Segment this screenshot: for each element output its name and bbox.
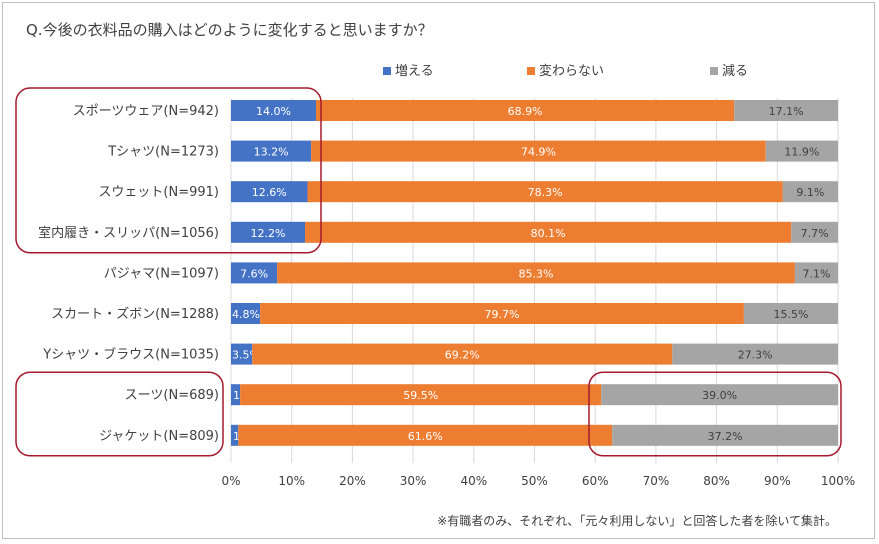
highlight-box [588, 371, 842, 457]
x-tick-label: 100% [821, 474, 855, 488]
data-label: 80.1% [531, 227, 566, 240]
category-label: パジャマ(N=1097) [104, 266, 219, 281]
category-label: Tシャツ(N=1273) [107, 145, 219, 160]
x-tick-label: 40% [460, 474, 487, 488]
data-label: 39.0% [702, 389, 737, 402]
data-label: 27.3% [738, 349, 773, 362]
data-label: 4.8% [232, 308, 260, 321]
category-labels: スポーツウェア(N=942) Tシャツ(N=1273) スウェット(N=991) 室内… [38, 104, 219, 444]
bar-segment [252, 343, 673, 365]
legend-swatch [527, 67, 535, 75]
bar-segment [231, 384, 241, 406]
bar-segment [672, 343, 838, 365]
x-axis-ticks: 0% 10% 20% 30% 40% 50% 60% 70% 80% 90% 100% [221, 474, 855, 488]
data-label: 85.3% [519, 267, 554, 280]
bar-segment [612, 424, 838, 446]
category-label: 室内履き・スリッパ(N=1056) [38, 225, 219, 241]
data-label: 7.6% [240, 267, 268, 280]
data-label: 37.2% [708, 430, 743, 443]
data-label: 12.6% [252, 186, 287, 199]
data-label: 15.5% [773, 308, 808, 321]
data-label: 7.7% [801, 227, 829, 240]
footnote: ※有職者のみ、それぞれ、「元々利用しない」と回答した者を除いて集計。 [437, 513, 837, 528]
data-label: 61.6% [408, 430, 443, 443]
category-label: スーツ(N=689) [125, 388, 219, 403]
legend-swatch [710, 67, 718, 75]
bar-segment [240, 384, 602, 406]
bar-segment [734, 100, 838, 121]
data-label: 11.9% [784, 146, 819, 159]
data-label: 69.2% [445, 349, 480, 362]
legend-label: 変わらない [539, 63, 604, 79]
x-tick-label: 20% [339, 474, 366, 488]
category-label: スカート・ズボン(N=1288) [51, 306, 219, 322]
bar-segment [231, 221, 306, 243]
x-tick-label: 80% [703, 474, 730, 488]
x-tick-label: 50% [521, 474, 548, 488]
x-tick-label: 30% [400, 474, 427, 488]
data-label: 14.0% [256, 105, 291, 118]
highlight-boxes [15, 87, 842, 457]
stacked-bar-chart: Q.今後の衣料品の購入はどのように変化すると思いますか？ 増える 変わらない 減る … [15, 21, 855, 528]
data-label: 79.7% [485, 308, 520, 321]
bar-segment [743, 303, 838, 324]
legend-label: 減る [722, 63, 748, 79]
data-label: 74.9% [521, 146, 556, 159]
bar-segment [311, 140, 766, 162]
bar-segment [765, 140, 838, 162]
bar-segment [601, 384, 838, 406]
bar-segment [307, 181, 783, 203]
bar-segment [277, 262, 795, 284]
x-tick-label: 60% [582, 474, 609, 488]
x-tick-label: 70% [643, 474, 670, 488]
category-label: スポーツウェア(N=942) [73, 104, 219, 119]
legend: 増える 変わらない 減る [383, 63, 748, 79]
bars: 14.0% 68.9% 17.1% 13.2% 74.9% 11.9% 12.6% 78.3%… [231, 100, 838, 446]
highlight-box [15, 87, 322, 254]
category-label: Yシャツ・ブラウス(N=1035) [42, 347, 219, 363]
highlight-box [15, 371, 224, 457]
data-label: 68.9% [508, 105, 543, 118]
data-label: 7.1% [802, 267, 830, 280]
legend-swatch [383, 67, 391, 75]
data-label: 78.3% [528, 186, 563, 199]
bar-segment [231, 100, 316, 121]
bar-segment [231, 181, 308, 203]
bar-segment [231, 140, 312, 162]
data-label: 13.2% [254, 146, 289, 159]
bar-segment [315, 100, 735, 121]
data-label: 59.5% [403, 389, 438, 402]
bar-segment [231, 343, 253, 365]
x-tick-label: 10% [278, 474, 305, 488]
bar-segment [260, 303, 744, 324]
bar-segment [791, 221, 838, 243]
category-label: スウェット(N=991) [98, 185, 219, 200]
bar-segment [231, 303, 261, 324]
chart-title: Q.今後の衣料品の購入はどのように変化すると思いますか？ [26, 21, 433, 39]
x-tick-label: 0% [221, 474, 240, 488]
x-tick-label: 90% [764, 474, 791, 488]
legend-label: 増える [395, 64, 434, 79]
bar-segment [231, 262, 278, 284]
bar-segment [231, 424, 239, 446]
category-label: ジャケット(N=809) [99, 429, 219, 444]
data-label: 9.1% [796, 186, 824, 199]
data-label: 12.2% [251, 227, 286, 240]
data-label: 17.1% [769, 105, 804, 118]
bar-segment [794, 262, 838, 284]
bar-segment [305, 221, 792, 243]
bar-segment [782, 181, 838, 203]
bar-segment [238, 424, 613, 446]
